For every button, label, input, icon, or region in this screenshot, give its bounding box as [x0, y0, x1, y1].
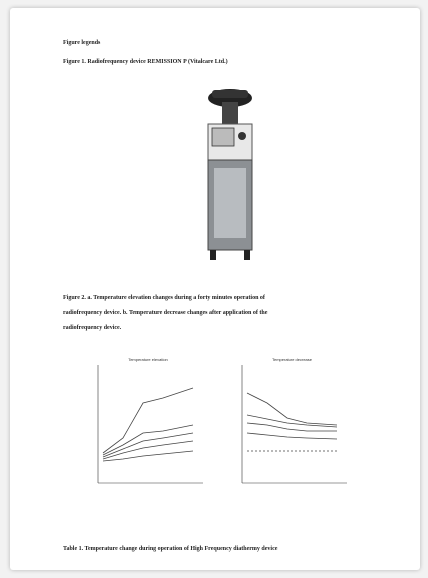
page: Figure legends {"heading": "Figure legen…	[0, 0, 428, 578]
device-image	[190, 84, 270, 264]
chart-image: Temperature decrease	[232, 353, 352, 493]
heading: Figure legends	[63, 40, 100, 46]
page-card: Figure legends Figure 1. Radiofrequency …	[10, 8, 420, 570]
document: Figure legends Figure 1. Radiofrequency …	[0, 0, 428, 578]
panel-title: Temperature elevation	[128, 357, 168, 362]
figure-caption: radiofrequency device. b. Temperature de…	[63, 310, 267, 316]
chart-image: Temperature elevation	[88, 353, 208, 493]
figure-caption: radiofrequency device.	[63, 325, 121, 331]
figure-caption: Figure 2. a. Temperature elevation chang…	[63, 295, 265, 301]
panel-title: Temperature decrease	[272, 357, 313, 362]
figure-caption: Figure 1. Radiofrequency device REMISSIO…	[63, 59, 228, 65]
table-caption: Table 1. Temperature change during opera…	[63, 546, 277, 552]
